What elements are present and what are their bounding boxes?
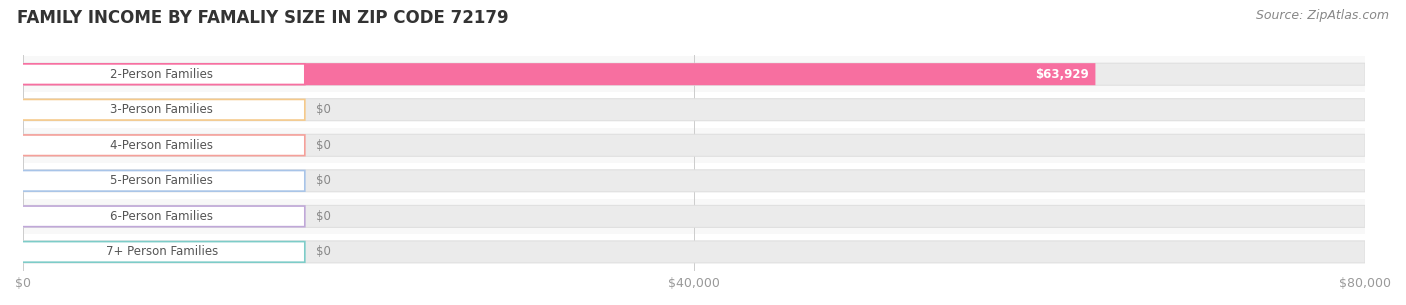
FancyBboxPatch shape: [18, 64, 305, 84]
Text: $0: $0: [315, 246, 330, 258]
Bar: [22, 56, 1365, 92]
FancyBboxPatch shape: [18, 242, 305, 262]
Bar: [22, 92, 1365, 127]
FancyBboxPatch shape: [22, 134, 1365, 156]
Text: FAMILY INCOME BY FAMALIY SIZE IN ZIP CODE 72179: FAMILY INCOME BY FAMALIY SIZE IN ZIP COD…: [17, 9, 509, 27]
FancyBboxPatch shape: [18, 135, 305, 156]
Text: $0: $0: [315, 139, 330, 152]
Text: $0: $0: [315, 210, 330, 223]
FancyBboxPatch shape: [18, 99, 305, 120]
FancyBboxPatch shape: [22, 205, 1365, 227]
FancyBboxPatch shape: [22, 241, 1365, 263]
Text: Source: ZipAtlas.com: Source: ZipAtlas.com: [1256, 9, 1389, 22]
Text: 4-Person Families: 4-Person Families: [111, 139, 214, 152]
FancyBboxPatch shape: [22, 63, 1365, 85]
FancyBboxPatch shape: [18, 170, 305, 191]
Bar: [22, 127, 1365, 163]
Text: 7+ Person Families: 7+ Person Families: [105, 246, 218, 258]
Text: $0: $0: [315, 174, 330, 187]
Text: 5-Person Families: 5-Person Families: [111, 174, 214, 187]
Bar: [22, 163, 1365, 199]
Text: 3-Person Families: 3-Person Families: [111, 103, 214, 116]
FancyBboxPatch shape: [22, 99, 1365, 121]
FancyBboxPatch shape: [22, 63, 1095, 85]
FancyBboxPatch shape: [18, 206, 305, 227]
FancyBboxPatch shape: [22, 170, 1365, 192]
Bar: [22, 234, 1365, 270]
Text: 6-Person Families: 6-Person Families: [111, 210, 214, 223]
Text: 2-Person Families: 2-Person Families: [111, 68, 214, 81]
Bar: [22, 199, 1365, 234]
Text: $63,929: $63,929: [1035, 68, 1088, 81]
Text: $0: $0: [315, 103, 330, 116]
